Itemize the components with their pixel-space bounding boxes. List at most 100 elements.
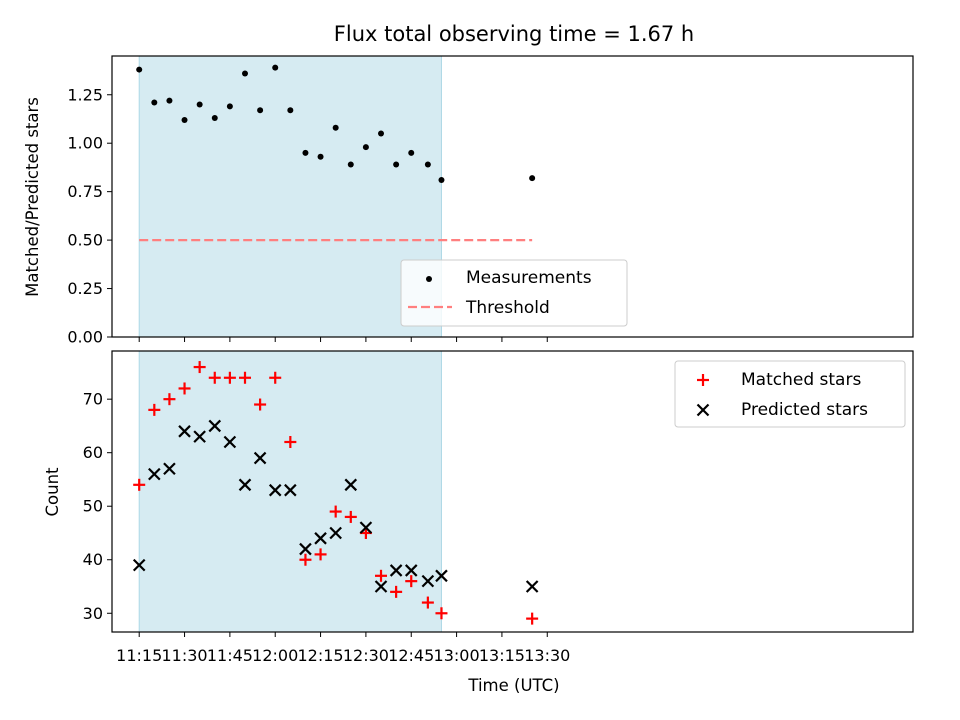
x-tick-label: 11:30: [161, 646, 207, 665]
measurement-point: [362, 144, 369, 151]
matched-stars-point: [284, 435, 297, 448]
measurement-point: [211, 115, 218, 122]
x-stroke-b: [404, 564, 418, 577]
legend-bottom: Matched stars Predicted stars: [674, 360, 906, 428]
legend-box: [674, 360, 906, 428]
x-stroke-b: [435, 569, 448, 583]
predicted-stars-point: [421, 574, 435, 588]
chart-title: Flux total observing time = 1.67 h: [334, 22, 694, 46]
predicted-stars-point: [374, 580, 388, 593]
x-stroke-b: [696, 403, 710, 417]
x-stroke-b: [374, 580, 388, 593]
predicted-stars-point: [314, 532, 327, 545]
matched-stars-point: [223, 371, 236, 384]
predicted-stars-point: [404, 564, 418, 577]
predicted-stars-point: [284, 483, 297, 497]
matched-stars-point: [133, 478, 146, 491]
plot-layer: 0.00 0.25 0.50 0.75 1.00 1.25 Measurements Thre…: [67, 55, 914, 665]
y-tick-label: 30: [83, 604, 103, 623]
legend-box: [400, 259, 628, 327]
predicted-stars-point: [208, 419, 222, 433]
measurement-point: [151, 99, 158, 106]
predicted-stars-point: [163, 462, 176, 476]
matched-stars-point: [208, 371, 221, 384]
matched-stars-point: [329, 505, 342, 518]
x-stroke-b: [163, 462, 176, 476]
legend-marker-matched: [697, 374, 709, 386]
predicted-stars-point: [435, 569, 448, 583]
x-stroke-b: [178, 425, 191, 438]
measurement-point: [393, 161, 400, 168]
matched-stars-point: [148, 403, 161, 416]
x-stroke-b: [359, 521, 373, 534]
measurement-point: [317, 153, 324, 160]
x-stroke-b: [525, 580, 539, 593]
y-tick-label: 50: [83, 497, 103, 516]
bottom-panel-y-axis-label: Count: [43, 467, 62, 517]
measurement-point: [438, 177, 445, 184]
x-stroke-b: [314, 532, 327, 545]
x-stroke-b: [299, 542, 312, 556]
x-tick-label: 13:30: [524, 646, 570, 665]
matched-stars-point: [526, 612, 539, 625]
measurement-point: [529, 175, 536, 182]
legend-label-predicted: Predicted stars: [741, 400, 868, 420]
predicted-stars-point: [223, 435, 237, 449]
legend-marker-measurements: [426, 276, 432, 282]
predicted-stars-point: [132, 558, 146, 572]
legend-marker-predicted: [696, 403, 710, 417]
series-predicted-stars: [132, 419, 539, 593]
measurement-point: [424, 161, 431, 168]
x-stroke-b: [223, 435, 237, 449]
x-stroke-b: [329, 526, 342, 540]
matched-stars-point: [405, 575, 418, 588]
y-tick-label: 1.25: [67, 85, 103, 104]
y-tick-label: 60: [83, 443, 103, 462]
x-stroke-b: [344, 478, 358, 492]
x-stroke-b: [284, 483, 297, 497]
series-matched-stars: [133, 361, 539, 625]
predicted-stars-point: [299, 542, 312, 556]
x-stroke-b: [268, 483, 282, 497]
y-tick-label: 1.00: [67, 134, 103, 153]
x-stroke-b: [193, 430, 206, 443]
measurement-point: [136, 66, 143, 73]
predicted-stars-point: [329, 526, 342, 540]
measurement-point: [378, 130, 385, 137]
measurement-point: [181, 116, 188, 123]
predicted-stars-point: [344, 478, 358, 492]
y-tick-label: 40: [83, 550, 103, 569]
matched-stars-point: [178, 382, 191, 395]
x-tick-label: 12:15: [298, 646, 344, 665]
predicted-stars-point: [253, 451, 267, 465]
legend-label-measurements: Measurements: [466, 268, 592, 288]
matched-stars-point: [193, 361, 206, 374]
matched-stars-point: [269, 371, 282, 384]
measurement-point: [302, 149, 309, 156]
predicted-stars-point: [238, 478, 252, 492]
legend-top: Measurements Threshold: [400, 259, 628, 327]
measurement-point: [408, 149, 415, 156]
x-tick-label: 11:15: [116, 646, 162, 665]
x-stroke-b: [132, 558, 146, 572]
x-tick-label: 13:15: [479, 646, 525, 665]
shaded-observing-span: [138, 55, 442, 338]
x-tick-label: 12:45: [388, 646, 434, 665]
measurement-point: [287, 107, 294, 114]
predicted-stars-point: [193, 430, 206, 443]
matched-stars-point: [344, 510, 357, 523]
predicted-stars-point: [268, 483, 282, 497]
matched-stars-point: [314, 548, 327, 561]
measurement-point: [347, 161, 354, 168]
x-tick-label: 12:30: [343, 646, 389, 665]
predicted-stars-point: [359, 521, 373, 534]
measurement-point: [332, 124, 339, 131]
x-stroke-b: [389, 564, 403, 577]
axes-frame: [111, 350, 914, 633]
legend-label-threshold: Threshold: [465, 298, 550, 318]
matched-stars-point: [390, 585, 403, 598]
panel-ratio: 0.00 0.25 0.50 0.75 1.00 1.25 Measurements Thre…: [67, 55, 914, 347]
measurement-point: [257, 107, 264, 114]
predicted-stars-point: [178, 425, 191, 438]
panel-count: 30 40 50 60 70 11:15 11:30 11:45 12:00 12:15 12:30…: [83, 350, 914, 665]
